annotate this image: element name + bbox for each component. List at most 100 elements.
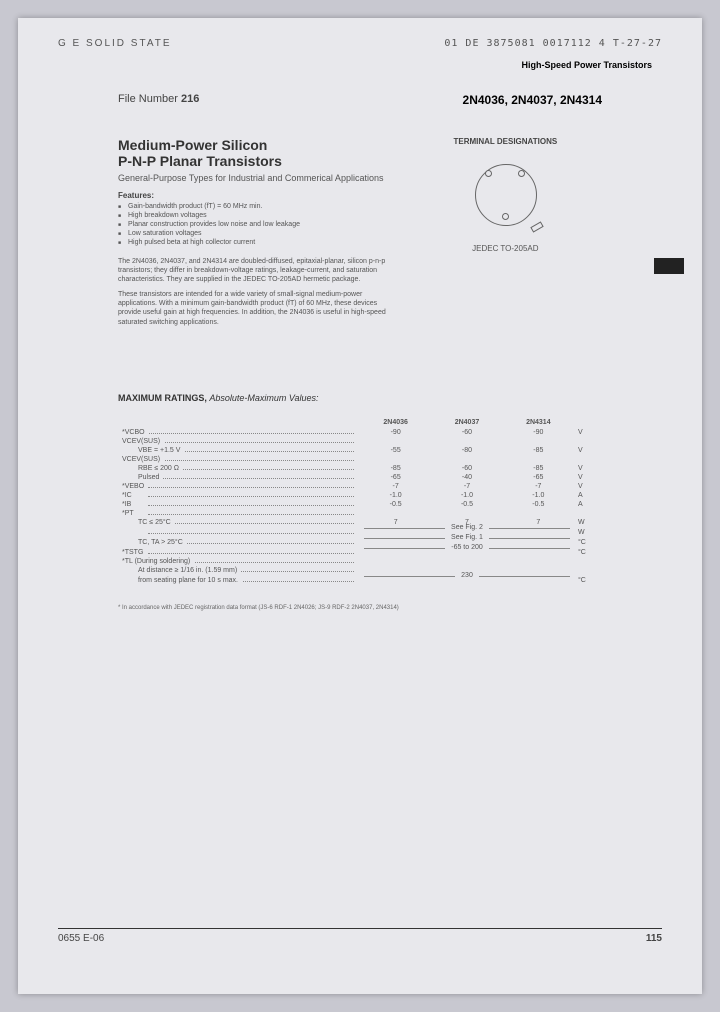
ratings-table: 2N4036 2N4037 2N4314 *VCBO-90-60-90VVCEV… [118,417,602,585]
feature-item: High pulsed beta at high collector curre… [118,238,389,247]
feature-item: High breakdown voltages [118,211,389,220]
table-row: At distance ≥ 1/16 in. (1.59 mm) [118,566,602,575]
unit-cell: °C [574,575,602,585]
unit-cell [574,437,602,446]
page-header: G E SOLID STATE 01 DE 3875081 0017112 4 … [58,38,662,49]
table-row: VCEV(SUS) [118,455,602,464]
table-row: from seating plane for 10 s max.230°C [118,575,602,585]
unit-cell [574,566,602,575]
value-cell [503,557,574,566]
value-cell [360,557,431,566]
param-cell: VBE = +1.5 V [118,446,360,455]
param-cell: VCEV(SUS) [118,437,360,446]
value-cell: -7 [431,482,502,491]
unit-cell [574,557,602,566]
param-cell: At distance ≥ 1/16 in. (1.59 mm) [118,566,360,575]
value-cell: -85 [360,464,431,473]
value-cell: -0.5 [431,500,502,509]
value-cell: -65 [360,473,431,482]
unit-cell: V [574,446,602,455]
param-cell: *PT [118,509,360,518]
span-value-cell: 230 [360,575,574,585]
unit-cell: V [574,428,602,437]
part-numbers: 2N4036, 2N4037, 2N4314 [463,93,602,107]
table-row: *VCBO-90-60-90V [118,428,602,437]
paragraph-2: These transistors are intended for a wid… [118,290,389,326]
value-cell [360,509,431,518]
table-row: *IB-0.5-0.5-0.5A [118,500,602,509]
span-value-cell: -65 to 200 [360,547,574,557]
param-cell [118,527,360,537]
table-row: VCEV(SUS) [118,437,602,446]
terminal-designations-label: TERMINAL DESIGNATIONS [409,137,602,146]
content-row: Medium-Power Silicon P-N-P Planar Transi… [118,137,602,333]
value-cell: -1.0 [503,491,574,500]
param-cell: *TL (During soldering) [118,557,360,566]
value-cell: -60 [431,464,502,473]
value-cell [503,509,574,518]
param-cell: *TSTG [118,547,360,557]
table-row: Pulsed-65-40-65V [118,473,602,482]
description-column: Medium-Power Silicon P-N-P Planar Transi… [118,137,389,333]
param-cell: *IB [118,500,360,509]
unit-cell: °C [574,537,602,547]
ratings-title-main: MAXIMUM RATINGS, [118,393,207,403]
table-row: *VEBO-7-7-7V [118,482,602,491]
value-cell [360,455,431,464]
table-row: *IC-1.0-1.0-1.0A [118,491,602,500]
table-row: VBE = +1.5 V-55-80-85V [118,446,602,455]
footnote: * In accordance with JEDEC registration … [118,605,602,611]
value-cell: -55 [360,446,431,455]
param-cell: *VEBO [118,482,360,491]
value-cell [431,509,502,518]
value-cell: -0.5 [503,500,574,509]
value-cell: -90 [360,428,431,437]
value-cell [431,437,502,446]
value-cell: -0.5 [360,500,431,509]
param-cell: VCEV(SUS) [118,455,360,464]
value-cell [431,557,502,566]
table-row: TC ≤ 25°C777W [118,518,602,527]
ratings-title-sub: Absolute-Maximum Values: [209,393,318,403]
value-cell [503,566,574,575]
value-cell [360,437,431,446]
value-cell: -85 [503,446,574,455]
value-cell: -40 [431,473,502,482]
file-number-value: 216 [181,93,199,105]
features-label: Features: [118,191,389,200]
unit-cell: °C [574,547,602,557]
file-number-label: File Number [118,93,178,105]
value-cell [431,455,502,464]
value-cell: -80 [431,446,502,455]
doc-category: High-Speed Power Transistors [58,55,652,73]
table-row: *TSTG-65 to 200°C [118,547,602,557]
feature-list: Gain-bandwidth product (fT) = 60 MHz min… [118,202,389,247]
param-cell: TC, TA > 25°C [118,537,360,547]
param-cell: from seating plane for 10 s max. [118,575,360,585]
param-cell: TC ≤ 25°C [118,518,360,527]
edge-tab [654,258,684,274]
value-cell: -90 [503,428,574,437]
value-cell: -1.0 [431,491,502,500]
table-row: *TL (During soldering) [118,557,602,566]
package-name: JEDEC TO-205AD [409,244,602,253]
feature-item: Planar construction provides low noise a… [118,220,389,229]
param-cell: Pulsed [118,473,360,482]
col-header: 2N4037 [431,417,502,428]
unit-cell [574,509,602,518]
package-diagram [465,156,545,236]
value-cell [503,437,574,446]
diagram-column: TERMINAL DESIGNATIONS JEDEC TO-205AD [389,137,602,333]
unit-cell: A [574,500,602,509]
unit-cell [574,455,602,464]
title-line-2: P-N-P Planar Transistors [118,153,389,169]
file-number: File Number 216 [118,93,199,107]
page-footer: 0655 E-06 115 [58,928,662,944]
ratings-title: MAXIMUM RATINGS, Absolute-Maximum Values… [118,393,602,403]
unit-cell: V [574,464,602,473]
table-row: *PT [118,509,602,518]
datasheet-page: G E SOLID STATE 01 DE 3875081 0017112 4 … [18,18,702,994]
table-row: RBE ≤ 200 Ω-85-60-85V [118,464,602,473]
subtitle: General-Purpose Types for Industrial and… [118,173,389,183]
param-cell: *VCBO [118,428,360,437]
